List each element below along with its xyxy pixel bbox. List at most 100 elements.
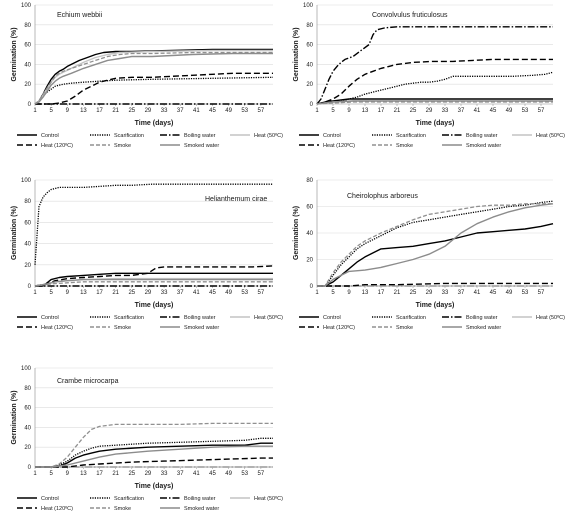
x-tick-label: 33 (161, 471, 168, 477)
y-tick-label: 60 (306, 205, 313, 211)
y-tick-label: 20 (24, 445, 31, 451)
y-tick-label: 20 (306, 82, 313, 88)
series-line-smoked-water (34, 278, 273, 287)
legend-entry: Smoke (114, 506, 131, 512)
series-line-scarification (34, 183, 273, 265)
y-tick-label: 40 (24, 425, 31, 431)
x-tick-label: 45 (209, 471, 216, 477)
x-tick-label: 25 (410, 108, 417, 114)
legend-entry: Boiling water (184, 496, 216, 502)
x-tick-label: 5 (49, 290, 53, 296)
legend-entry: Heat (50ºC) (254, 132, 283, 139)
y-tick-label: 0 (28, 465, 32, 471)
x-tick-label: 57 (258, 290, 265, 296)
x-tick-label: 5 (331, 290, 335, 296)
x-tick-label: 33 (442, 290, 449, 296)
x-tick-label: 5 (49, 471, 53, 477)
y-tick-label: 40 (306, 62, 313, 68)
legend-entry: Boiling water (466, 133, 498, 139)
legend-entry: Smoke (396, 143, 413, 149)
series-line-control (316, 98, 553, 105)
x-tick-label: 41 (193, 290, 200, 296)
x-tick-label: 45 (209, 290, 216, 296)
y-tick-label: 20 (24, 263, 31, 269)
x-tick-label: 5 (331, 108, 335, 114)
panel-title: Echium webbii (57, 12, 103, 19)
x-tick-label: 21 (112, 108, 119, 114)
y-tick-label: 80 (24, 23, 31, 29)
x-tick-label: 41 (474, 108, 481, 114)
legend-entry: Smoked water (184, 143, 219, 149)
y-tick-label: 40 (24, 62, 31, 68)
x-axis-title: Time (days) (135, 120, 174, 127)
x-tick-label: 45 (490, 108, 497, 114)
series-line-heat-120-c- (316, 58, 553, 105)
series-line-smoked-water (316, 100, 553, 105)
y-tick-label: 80 (24, 199, 31, 205)
x-tick-label: 41 (193, 108, 200, 114)
legend-entry: Heat (50ºC) (536, 314, 565, 321)
legend-entry: Control (41, 315, 59, 321)
legend-entry: Control (323, 133, 341, 139)
legend-entry: Smoked water (466, 143, 501, 149)
x-tick-label: 17 (378, 290, 385, 296)
y-tick-label: 0 (28, 102, 32, 108)
x-axis-title: Time (days) (416, 120, 455, 127)
y-tick-label: 60 (24, 220, 31, 226)
x-tick-label: 57 (258, 108, 265, 114)
y-tick-label: 60 (306, 43, 313, 49)
legend-entry: Heat (120ºC) (41, 505, 73, 512)
x-tick-label: 37 (177, 108, 184, 114)
x-tick-label: 17 (96, 290, 103, 296)
legend-entry: Scarification (114, 315, 144, 321)
x-tick-label: 29 (145, 471, 152, 477)
x-tick-label: 9 (66, 108, 70, 114)
x-tick-label: 9 (347, 108, 351, 114)
series-line-scarification (34, 76, 274, 105)
x-tick-label: 33 (442, 108, 449, 114)
panel-title: Convolvulus fruticulosus (372, 12, 448, 19)
series-line-heat-120-c- (34, 265, 274, 287)
x-tick-label: 5 (49, 108, 53, 114)
legend-entry: Smoke (114, 325, 131, 331)
x-tick-label: 49 (225, 290, 232, 296)
y-tick-label: 20 (306, 258, 313, 264)
x-tick-label: 37 (458, 290, 465, 296)
x-axis-title: Time (days) (135, 483, 174, 490)
series-line-control (35, 272, 273, 287)
x-tick-label: 21 (394, 108, 401, 114)
x-tick-label: 17 (96, 108, 103, 114)
x-tick-label: 25 (128, 290, 135, 296)
x-tick-label: 29 (426, 290, 433, 296)
series-line-smoke (34, 51, 273, 105)
legend: Control Scarification Boiling water Heat (5… (17, 495, 283, 512)
panel-title: Cheirolophus arboreus (347, 193, 418, 200)
series-line-scarification (35, 437, 273, 468)
series-line-scarification (316, 71, 554, 105)
x-tick-label: 29 (145, 108, 152, 114)
y-tick-label: 20 (24, 82, 31, 88)
x-tick-label: 13 (362, 108, 369, 114)
y-tick-label: 100 (303, 3, 314, 9)
chart-panel-2: 0 20 40 60 80 100 1 5 9 13 17 21 25 29 33 37 41 45 49 53 57 T… (293, 3, 565, 149)
x-tick-label: 17 (96, 471, 103, 477)
y-tick-label: 0 (310, 284, 314, 290)
y-tick-label: 60 (24, 43, 31, 49)
x-tick-label: 37 (458, 108, 465, 114)
legend-entry: Smoke (114, 143, 131, 149)
x-tick-label: 57 (538, 108, 545, 114)
legend-entry: Boiling water (184, 315, 216, 321)
y-tick-label: 80 (24, 386, 31, 392)
x-tick-label: 33 (161, 290, 168, 296)
x-tick-label: 49 (225, 108, 232, 114)
x-tick-label: 21 (112, 290, 119, 296)
legend-entry: Smoked water (184, 506, 219, 512)
legend-entry: Smoked water (466, 325, 501, 331)
x-tick-label: 45 (490, 290, 497, 296)
y-tick-label: 100 (21, 178, 32, 184)
legend-entry: Control (41, 133, 59, 139)
series-line-smoke (35, 422, 273, 468)
legend-entry: Boiling water (466, 315, 498, 321)
y-tick-label: 80 (306, 178, 313, 184)
